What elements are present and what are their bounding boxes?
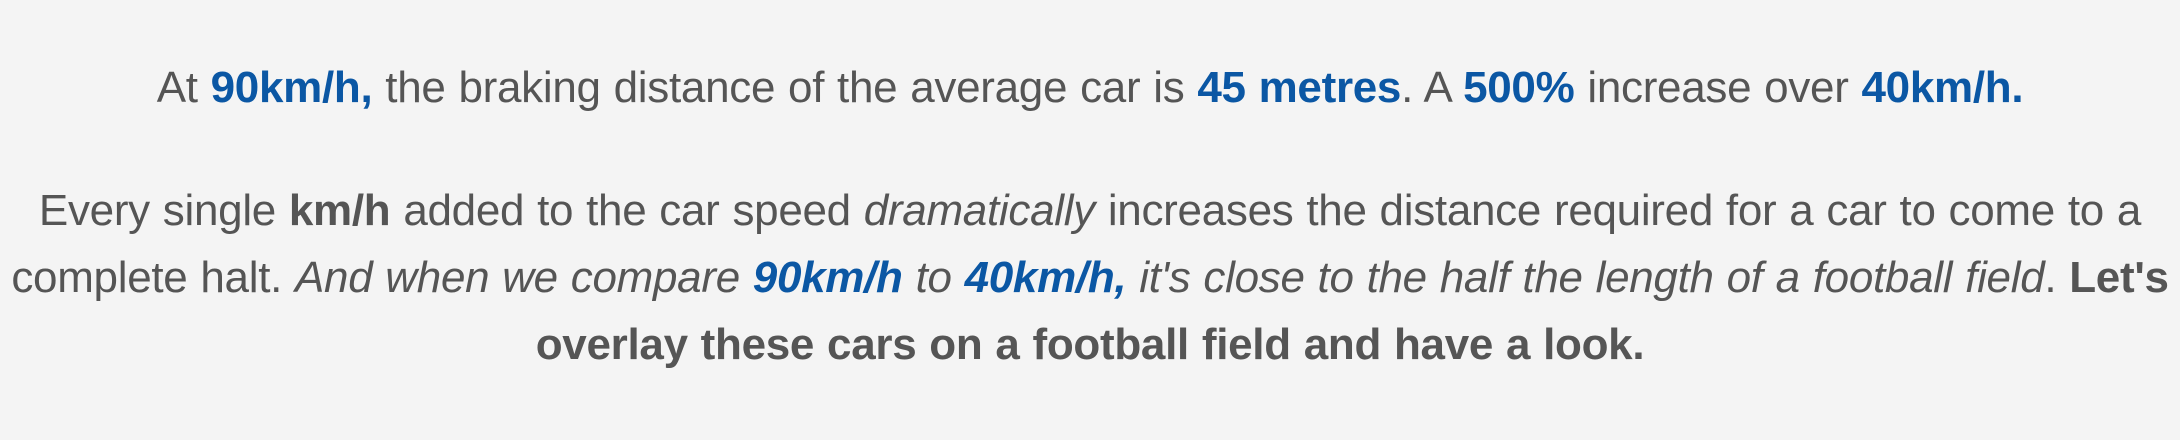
- speed-90-highlight: 90km/h,: [210, 63, 373, 112]
- call-to-action: Let's overlay these cars on a football f…: [535, 253, 2169, 369]
- speed-40-highlight: 40km/h.: [1861, 63, 2024, 112]
- emphasis-italic: dramatically: [863, 186, 1095, 235]
- speed-90-highlight: 90km/h: [752, 253, 903, 302]
- text-segment: added to the car speed: [390, 186, 864, 235]
- text-segment: And when we compare: [294, 253, 753, 302]
- braking-distance-summary: At 90km/h, the braking distance of the a…: [0, 58, 2180, 118]
- speed-comparison-paragraph: Every single km/h added to the car speed…: [0, 177, 2180, 378]
- text-segment: .: [2044, 253, 2070, 302]
- text-segment: to: [902, 253, 965, 302]
- text-segment: it's close to the half the length of a f…: [1126, 253, 2045, 302]
- text-segment: the braking distance of the average car …: [372, 63, 1198, 112]
- unit-bold: km/h: [288, 186, 391, 235]
- distance-highlight: 45 metres: [1197, 63, 1402, 112]
- text-segment: increase over: [1574, 63, 1862, 112]
- speed-40-highlight: 40km/h,: [964, 253, 1127, 302]
- comparison-italic: And when we compare 90km/h to 40km/h, it…: [294, 253, 2045, 302]
- text-segment: increases the distance required for a ca…: [11, 186, 2142, 302]
- text-segment: At: [156, 63, 211, 112]
- text-segment: Every single: [38, 186, 289, 235]
- increase-highlight: 500%: [1463, 63, 1575, 112]
- text-segment: . A: [1401, 63, 1464, 112]
